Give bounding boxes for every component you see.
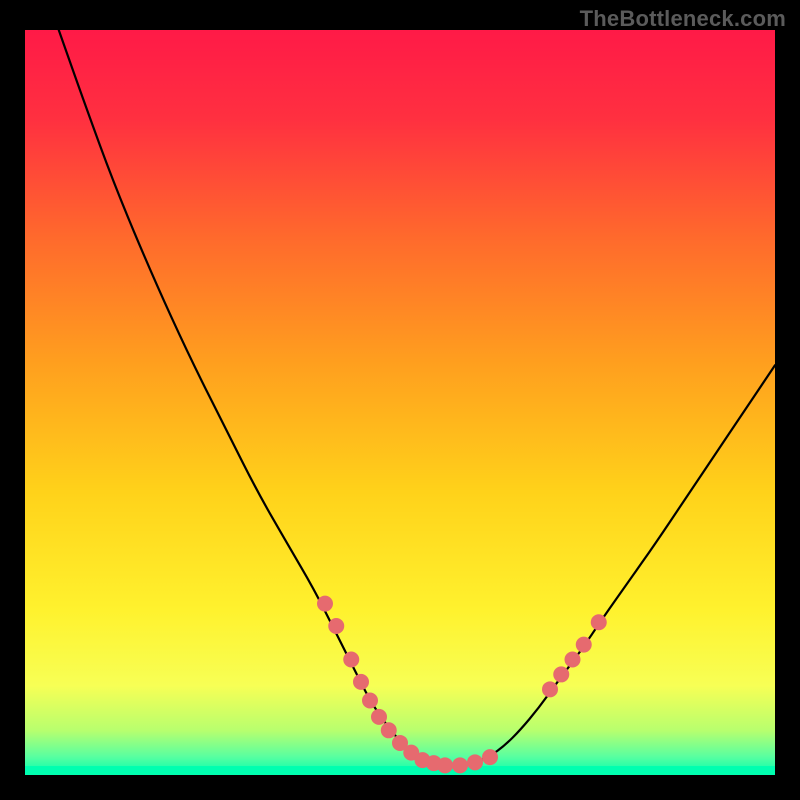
data-marker bbox=[453, 758, 468, 773]
data-marker bbox=[363, 693, 378, 708]
data-marker bbox=[543, 682, 558, 697]
data-marker bbox=[468, 755, 483, 770]
data-marker bbox=[565, 652, 580, 667]
watermark-text: TheBottleneck.com bbox=[580, 6, 786, 32]
bottleneck-curve-chart bbox=[25, 30, 775, 775]
plot-area bbox=[25, 30, 775, 775]
data-marker bbox=[554, 667, 569, 682]
data-marker bbox=[318, 596, 333, 611]
data-marker bbox=[372, 709, 387, 724]
gradient-background bbox=[25, 30, 775, 775]
data-marker bbox=[483, 750, 498, 765]
data-marker bbox=[354, 674, 369, 689]
chart-frame: TheBottleneck.com bbox=[0, 0, 800, 800]
data-marker bbox=[329, 619, 344, 634]
bottom-band bbox=[25, 766, 775, 775]
data-marker bbox=[438, 758, 453, 773]
data-marker bbox=[591, 615, 606, 630]
data-marker bbox=[381, 723, 396, 738]
data-marker bbox=[576, 637, 591, 652]
data-marker bbox=[344, 652, 359, 667]
